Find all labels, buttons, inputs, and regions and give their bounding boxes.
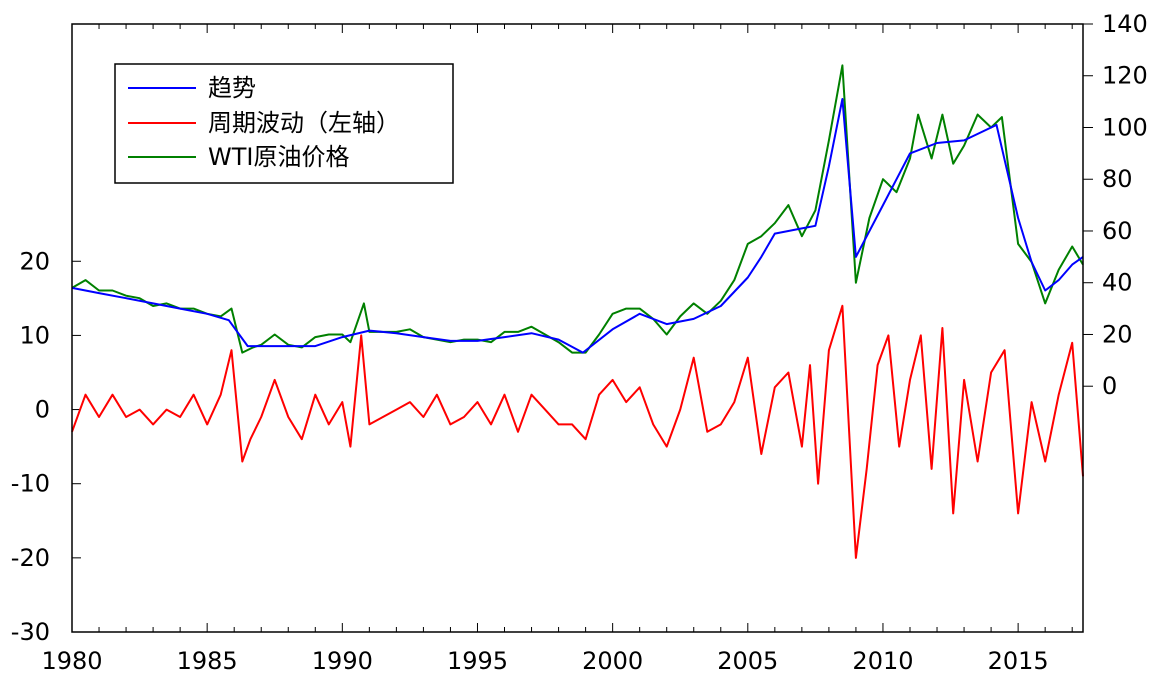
plot-frame (71, 23, 1084, 633)
right-axis: 0 20 40 60 80 100 120 140 (1083, 10, 1148, 400)
left-axis: -30 -20 -10 0 10 20 (11, 247, 81, 646)
series-line-wti (71, 64, 1084, 354)
left-tick-label: -30 (11, 618, 50, 646)
x-tick-label: 1995 (447, 647, 508, 675)
left-tick-label: 0 (35, 396, 50, 424)
legend-label-cycle: 周期波动（左轴） (208, 109, 400, 137)
x-tick-label: 2015 (988, 647, 1049, 675)
x-tick-label: 2005 (717, 647, 778, 675)
series-line-trend (71, 98, 1084, 354)
legend: 趋势 周期波动（左轴） WTI原油价格 (114, 63, 454, 184)
left-tick-label: 10 (19, 321, 50, 349)
x-tick-label: 2000 (582, 647, 643, 675)
legend-label-trend: 趋势 (208, 74, 256, 102)
x-tick-label: 1980 (41, 647, 102, 675)
right-tick-label: 140 (1102, 10, 1148, 38)
right-tick-label: 20 (1102, 320, 1133, 348)
x-axis: 1980 1985 1990 1995 2000 2005 2010 2015 (41, 24, 1073, 675)
right-tick-label: 80 (1102, 165, 1133, 193)
right-tick-label: 100 (1102, 113, 1148, 141)
right-tick-label: 120 (1102, 62, 1148, 90)
left-tick-label: -10 (11, 470, 50, 498)
right-tick-label: 60 (1102, 217, 1133, 245)
x-tick-label: 1985 (177, 647, 238, 675)
legend-label-wti: WTI原油价格 (208, 143, 349, 171)
x-tick-label: 2010 (852, 647, 913, 675)
right-tick-label: 0 (1102, 372, 1117, 400)
series-layer (71, 64, 1084, 559)
left-tick-label: 20 (19, 247, 50, 275)
right-tick-label: 40 (1102, 269, 1133, 297)
left-tick-label: -20 (11, 544, 50, 572)
x-tick-label: 1990 (312, 647, 373, 675)
series-line-cycle (71, 304, 1084, 559)
